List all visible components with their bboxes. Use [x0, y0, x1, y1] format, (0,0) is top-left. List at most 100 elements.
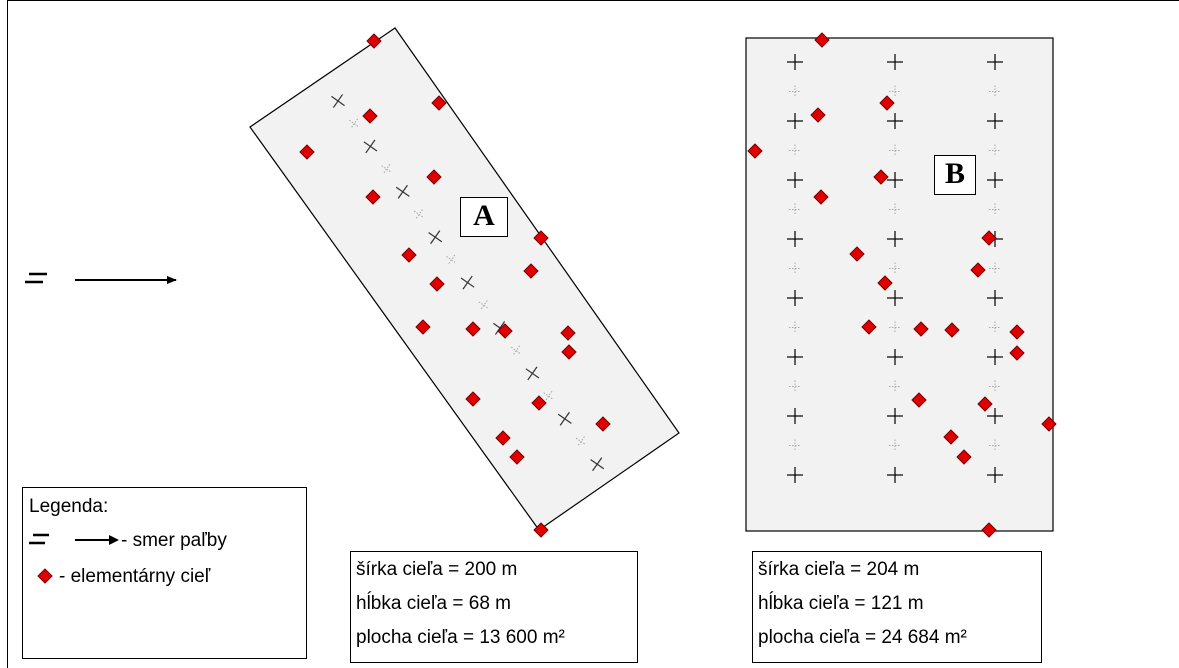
- target-marker: [810, 107, 826, 123]
- aim-cross-secondary: [789, 262, 801, 275]
- aim-cross: [987, 54, 1003, 70]
- target-marker: [401, 247, 417, 263]
- aim-cross: [331, 94, 345, 108]
- aim-cross-secondary: [789, 144, 801, 157]
- target-marker: [362, 108, 378, 124]
- target-marker: [426, 169, 442, 185]
- target-marker: [943, 429, 959, 445]
- aim-cross: [460, 275, 475, 290]
- target-marker: [465, 321, 481, 337]
- aim-cross-secondary: [989, 439, 1001, 452]
- target-b-depth: hĺbka cieľa = 121 m: [758, 593, 924, 614]
- aim-cross: [887, 54, 903, 70]
- target-marker: [429, 276, 445, 292]
- aim-cross-secondary: [575, 436, 587, 447]
- legend-fire-direction-label: - smer paľby: [121, 530, 227, 551]
- target-b-area: plocha cieľa = 24 684 m²: [758, 627, 967, 648]
- target-marker: [913, 321, 929, 337]
- aim-cross-secondary: [889, 85, 901, 98]
- target-marker: [561, 344, 577, 360]
- aim-cross-secondary: [889, 439, 901, 452]
- target-marker: [877, 275, 893, 291]
- aim-cross: [787, 231, 803, 247]
- aim-cross: [987, 467, 1003, 483]
- aim-cross: [887, 113, 903, 129]
- aim-cross-secondary: [889, 321, 901, 334]
- target-marker: [956, 449, 972, 465]
- target-a-info: šírka cieľa = 200 m hĺbka cieľa = 68 m p…: [350, 551, 638, 663]
- target-area-a: [249, 27, 680, 531]
- aim-cross: [787, 467, 803, 483]
- aim-cross: [395, 184, 410, 199]
- target-marker: [981, 230, 997, 246]
- target-marker: [523, 263, 539, 279]
- fire-direction-symbol: [25, 272, 177, 284]
- aim-cross: [987, 172, 1003, 188]
- aim-cross: [887, 349, 903, 365]
- aim-cross: [887, 231, 903, 247]
- aim-cross: [887, 467, 903, 483]
- target-marker: [495, 430, 511, 446]
- target-marker: [970, 262, 986, 278]
- target-marker: [873, 169, 889, 185]
- target-marker-icon: [37, 568, 53, 584]
- target-marker: [431, 95, 447, 111]
- aim-cross-secondary: [478, 300, 490, 311]
- aim-cross: [428, 230, 443, 245]
- aim-cross-secondary: [789, 203, 801, 216]
- target-marker: [849, 246, 865, 262]
- aim-cross-secondary: [989, 380, 1001, 393]
- aim-cross: [787, 113, 803, 129]
- target-a-area: plocha cieľa = 13 600 m²: [356, 627, 565, 648]
- target-marker: [977, 396, 993, 412]
- target-b-width: šírka cieľa = 204 m: [758, 559, 920, 580]
- legend: Legenda: - smer paľby - elementárny cieľ: [22, 487, 307, 659]
- target-area-b: [745, 37, 1054, 532]
- target-marker: [497, 323, 513, 339]
- aim-cross-secondary: [989, 321, 1001, 334]
- aim-cross-secondary: [789, 439, 801, 452]
- target-b-info: šírka cieľa = 204 m hĺbka cieľa = 121 m …: [752, 551, 1042, 663]
- target-marker: [365, 189, 381, 205]
- target-a-depth: hĺbka cieľa = 68 m: [356, 593, 511, 614]
- aim-cross: [787, 349, 803, 365]
- legend-title: Legenda:: [29, 496, 109, 517]
- target-marker: [465, 391, 481, 407]
- target-marker: [531, 395, 547, 411]
- aim-cross-secondary: [446, 254, 457, 266]
- target-marker: [911, 392, 927, 408]
- aim-cross: [987, 408, 1003, 424]
- aim-cross: [557, 411, 572, 426]
- aim-cross: [887, 408, 903, 424]
- target-marker: [560, 325, 576, 341]
- target-a-label: A: [460, 197, 508, 237]
- aim-cross: [590, 457, 605, 472]
- aim-cross-secondary: [789, 380, 801, 393]
- aim-cross-secondary: [789, 321, 801, 334]
- aim-cross-secondary: [543, 390, 554, 402]
- aim-cross-secondary: [789, 85, 801, 98]
- target-marker: [595, 416, 611, 432]
- diagram-frame: [7, 0, 1179, 668]
- target-b-label: B: [934, 155, 976, 195]
- aim-cross-secondary: [989, 144, 1001, 157]
- aim-cross: [525, 366, 540, 381]
- aim-cross-secondary: [889, 144, 901, 157]
- aim-cross: [787, 172, 803, 188]
- aim-cross-secondary: [889, 380, 901, 393]
- aim-cross-secondary: [989, 262, 1001, 275]
- aim-cross-secondary: [889, 203, 901, 216]
- target-marker: [814, 32, 830, 48]
- target-marker: [366, 33, 382, 49]
- aim-cross-secondary: [989, 85, 1001, 98]
- target-marker: [509, 449, 525, 465]
- target-marker: [1009, 345, 1025, 361]
- fire-direction-icon: [29, 533, 119, 545]
- target-marker: [415, 319, 431, 335]
- aim-cross: [987, 113, 1003, 129]
- target-marker: [861, 319, 877, 335]
- aim-cross: [787, 54, 803, 70]
- aim-cross: [887, 172, 903, 188]
- aim-cross-secondary: [889, 262, 901, 275]
